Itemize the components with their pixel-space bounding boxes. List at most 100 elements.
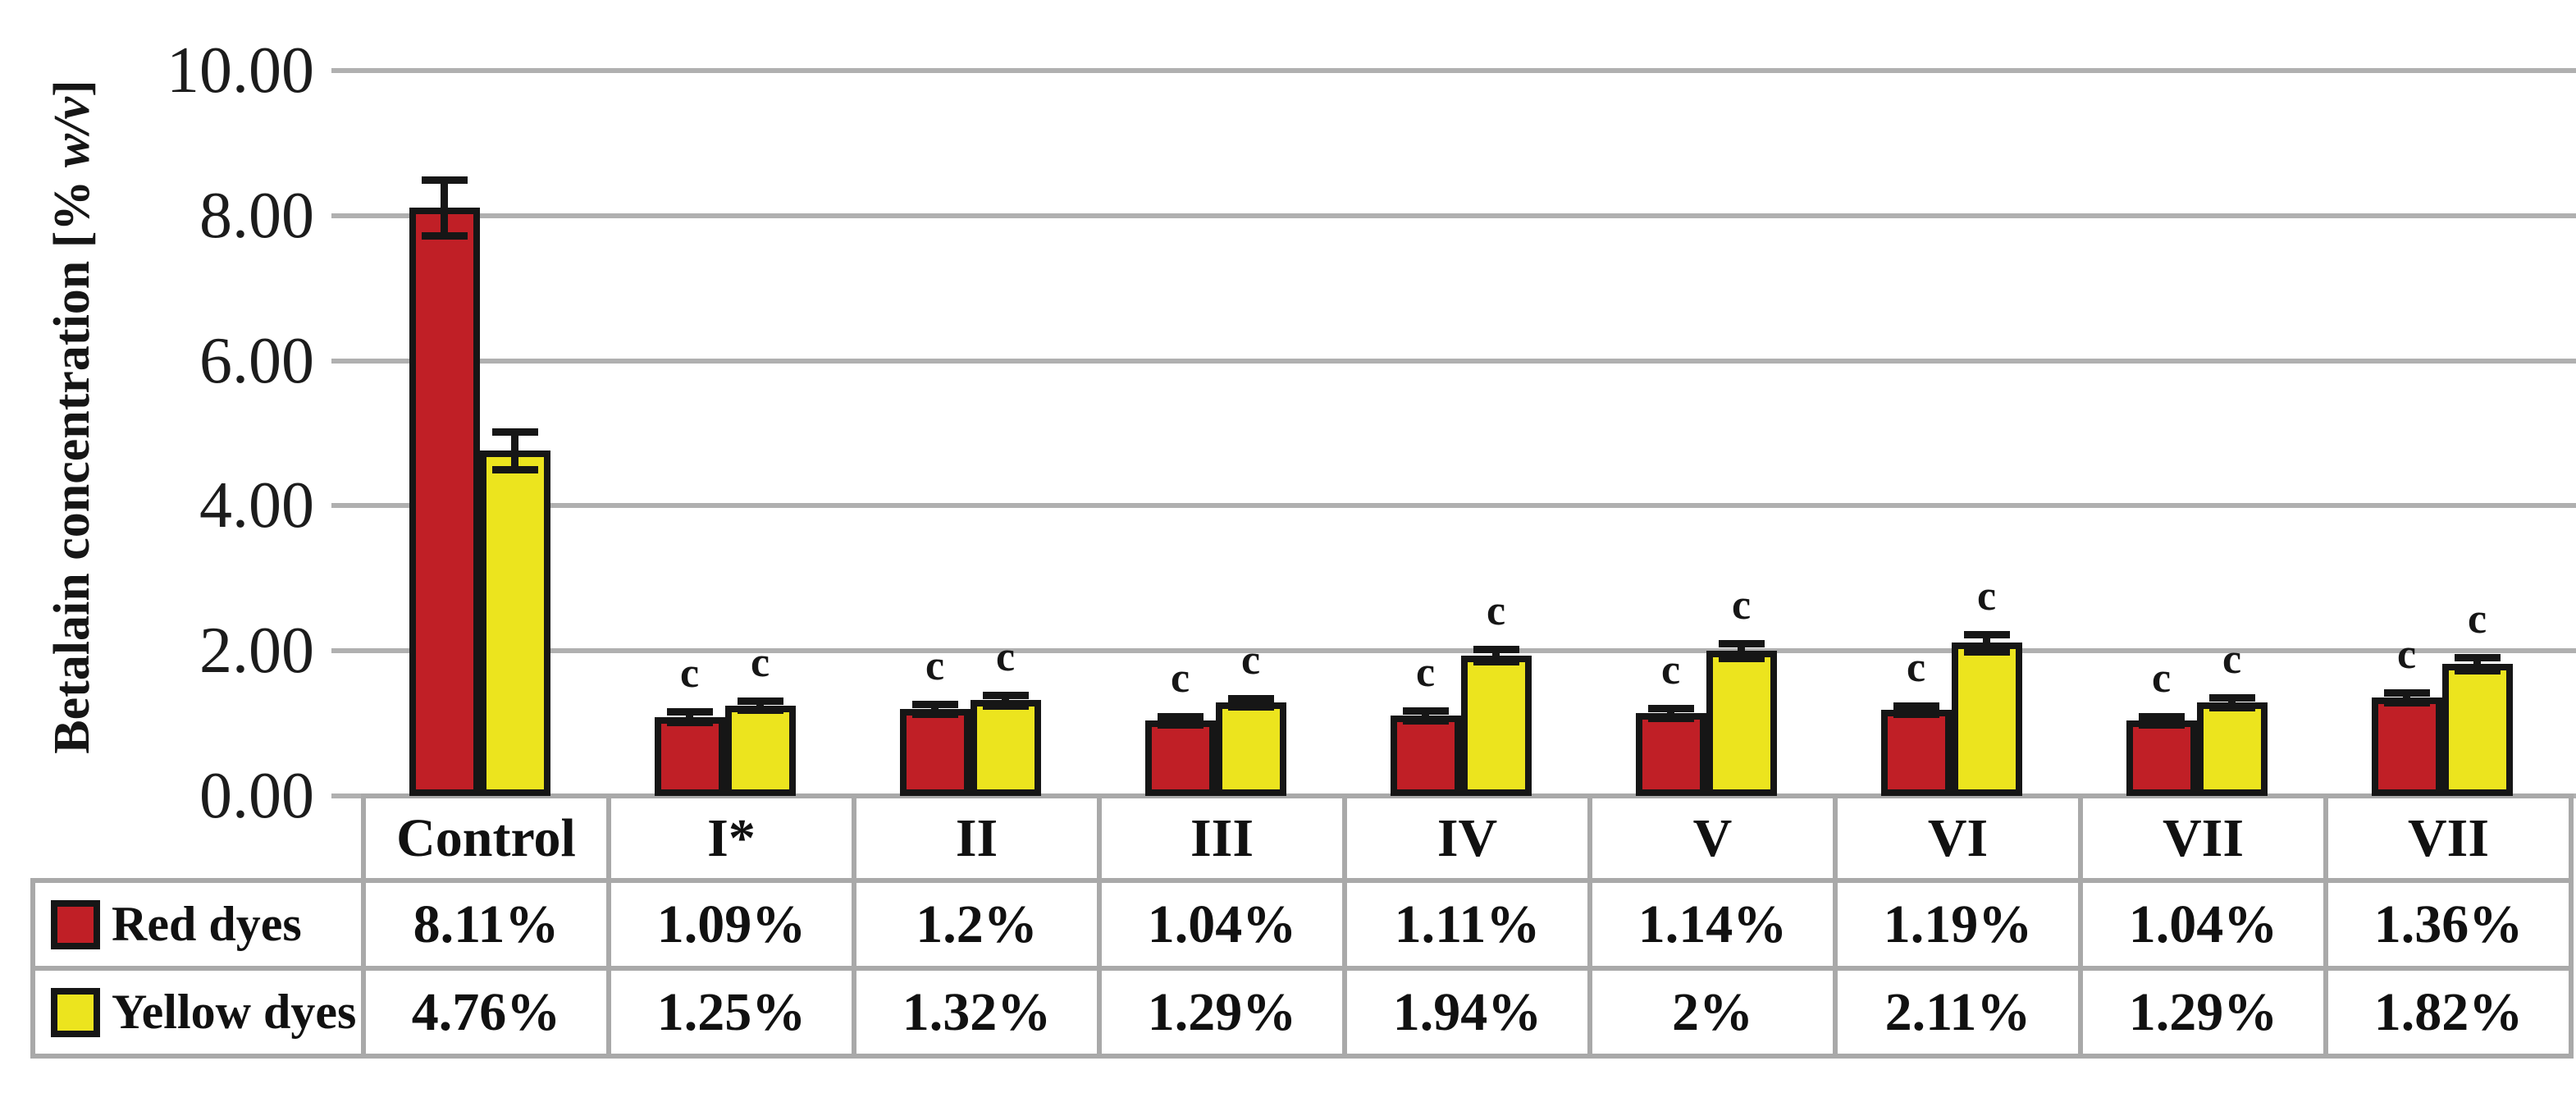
error-bar-cap-top (1893, 702, 1939, 710)
bar-red-dyes (2126, 720, 2197, 796)
significance-marker: c (925, 642, 945, 689)
y-axis-tick-label: 6.00 (199, 324, 314, 397)
bar-red-dyes (899, 708, 971, 796)
error-bar-cap-top (1963, 630, 2010, 638)
table-border (852, 793, 856, 1059)
table-value-cell: 1.82% (2373, 981, 2523, 1042)
error-bar-whisker (511, 432, 518, 470)
error-bar-cap-bottom (491, 466, 538, 474)
table-header-cell: II (955, 807, 998, 868)
error-bar-whisker (1738, 643, 1745, 659)
table-value-cell: 1.25% (656, 981, 806, 1042)
table-border (2323, 793, 2328, 1059)
table-value-cell: 1.04% (1147, 894, 1297, 954)
significance-marker: c (1906, 643, 1926, 691)
bar-yellow-dyes (724, 705, 796, 796)
y-axis-tick-label: 0.00 (199, 760, 314, 832)
table-value-cell: 1.29% (2128, 981, 2278, 1042)
table-border (606, 793, 611, 1059)
table-value-cell: 1.32% (902, 981, 1052, 1042)
error-bar-whisker (1983, 633, 1990, 652)
error-bar-cap-bottom (737, 706, 783, 714)
table-border (363, 793, 2574, 798)
table-header-cell: VII (2407, 807, 2490, 868)
legend-label: Yellow dyes (112, 985, 357, 1039)
error-bar-cap-top (2138, 712, 2185, 720)
gridline (331, 68, 2576, 73)
significance-marker: c (1660, 647, 1681, 694)
table-border (33, 966, 2574, 971)
bar-red-dyes (409, 208, 480, 796)
bar-yellow-dyes (970, 700, 1041, 796)
table-value-cell: 1.14% (1637, 894, 1788, 954)
error-bar-cap-top (1473, 646, 1519, 654)
error-bar-whisker (2228, 697, 2236, 708)
table-value-cell: 1.09% (656, 894, 806, 954)
error-bar-cap-top (491, 428, 538, 437)
error-bar-cap-bottom (1227, 703, 1274, 711)
table-border (1587, 793, 1592, 1059)
table-border (33, 878, 2574, 883)
error-bar-cap-bottom (1157, 721, 1204, 729)
table-value-cell: 1.04% (2128, 894, 2278, 954)
error-bar-cap-bottom (1718, 655, 1765, 663)
error-bar-whisker (756, 701, 764, 710)
bar-red-dyes (1144, 720, 1216, 796)
error-bar-cap-top (2454, 654, 2501, 662)
y-axis-title-text: Betalain concentration [% (44, 167, 100, 754)
error-bar-cap-top (1227, 694, 1274, 702)
error-bar-cap-bottom (911, 711, 958, 719)
bar-red-dyes (654, 716, 725, 796)
table-header-cell: VI (1927, 807, 1989, 868)
bar-red-dyes (2371, 697, 2442, 796)
bar-red-dyes (1880, 709, 1952, 796)
error-bar-cap-top (982, 692, 1029, 700)
gridline (331, 213, 2576, 218)
gridline (331, 503, 2576, 509)
significance-marker: c (995, 633, 1016, 681)
error-bar-cap-bottom (2138, 721, 2185, 729)
table-header-cell: V (1692, 807, 1733, 868)
error-bar-whisker (1422, 710, 1429, 721)
error-bar-cap-top (2208, 693, 2255, 702)
error-bar-whisker (1176, 716, 1184, 725)
error-bar-cap-top (1402, 707, 1449, 715)
significance-marker: c (750, 639, 770, 687)
error-bar-cap-top (1157, 712, 1204, 720)
error-bar-whisker (1667, 708, 1674, 719)
table-border (1097, 793, 1102, 1059)
gridline (331, 358, 2576, 364)
table-value-cell: 1.19% (1883, 894, 2033, 954)
error-bar-whisker (1492, 649, 1500, 661)
significance-marker: c (2222, 635, 2242, 683)
error-bar-cap-bottom (421, 231, 468, 240)
table-value-cell: 2.11% (1884, 981, 2031, 1042)
y-axis-title-bracket: ] (44, 80, 100, 97)
table-header-cell: III (1190, 807, 1254, 868)
y-axis-title: Betalain concentration [% w/v] (35, 31, 109, 803)
error-bar-cap-bottom (982, 702, 1029, 710)
bar-red-dyes (1635, 713, 1706, 796)
significance-marker: c (1731, 582, 1752, 629)
table-header-cell: Control (396, 807, 576, 868)
table-value-cell: 1.36% (2373, 894, 2523, 954)
error-bar-cap-bottom (1893, 711, 1939, 719)
legend-item-red-dyes: Red dyes (33, 880, 363, 968)
bar-yellow-dyes (1215, 702, 1286, 796)
bar-yellow-dyes (2441, 664, 2513, 796)
significance-marker: c (1170, 654, 1190, 702)
table-border (1342, 793, 1347, 1059)
table-value-cell: 1.2% (916, 894, 1038, 954)
table-header-cell: I* (707, 807, 756, 868)
bar-yellow-dyes (2196, 702, 2268, 796)
bar-yellow-dyes (1460, 655, 1532, 796)
table-border (1833, 793, 1838, 1059)
error-bar-cap-top (1718, 640, 1765, 648)
bar-yellow-dyes (1706, 651, 1777, 796)
y-axis-title-italic-unit: w/v (44, 96, 100, 168)
significance-marker: c (679, 650, 700, 697)
table-value-cell: 1.11% (1394, 894, 1541, 954)
table-header-cell: IV (1436, 807, 1498, 868)
table-value-cell: 1.94% (1392, 981, 1542, 1042)
error-bar-cap-bottom (666, 718, 713, 726)
